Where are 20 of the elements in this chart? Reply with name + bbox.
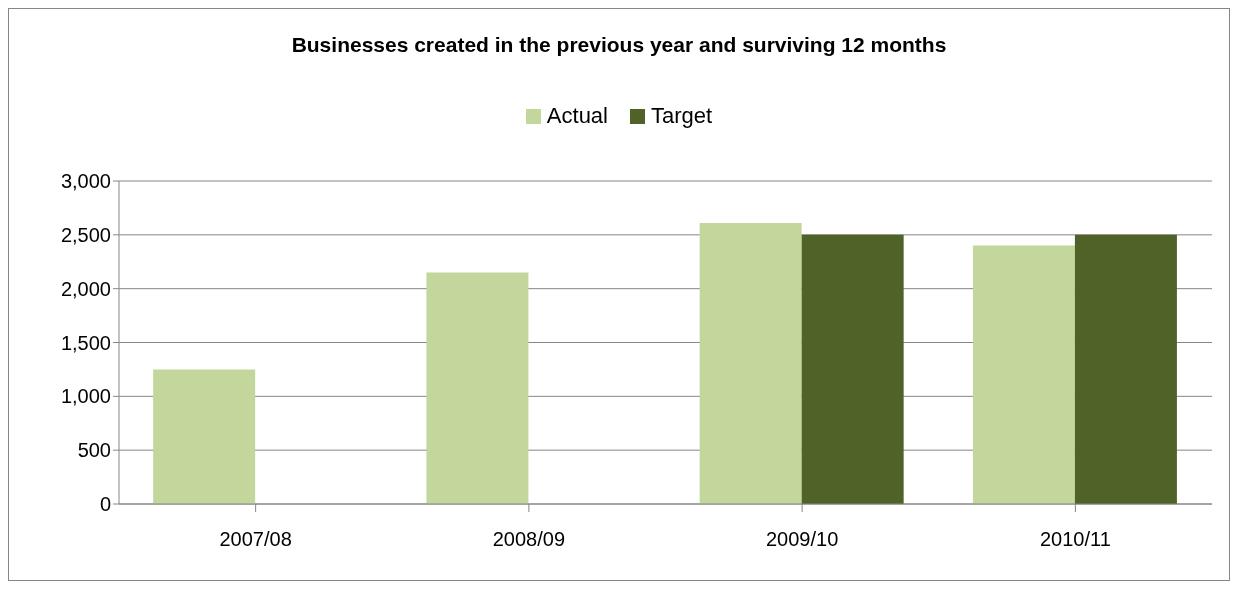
y-tick-label: 1,000 xyxy=(60,385,111,408)
legend-label: Actual xyxy=(546,103,608,129)
y-tick-label: 0 xyxy=(99,493,111,516)
bar xyxy=(426,272,529,504)
y-tick-label: 2,000 xyxy=(60,277,111,300)
x-tick-label: 2010/11 xyxy=(1039,528,1111,551)
chart-title: Businesses created in the previous year and surviving 12 months xyxy=(290,33,948,57)
y-tick-label: 3,000 xyxy=(60,170,111,193)
legend-label: Target xyxy=(651,103,713,129)
x-tick-label: 2007/08 xyxy=(219,528,292,551)
y-tick-label: 500 xyxy=(77,439,111,462)
bar xyxy=(972,245,1075,504)
x-tick-label: 2008/09 xyxy=(492,528,566,551)
y-tick-label: 2,500 xyxy=(60,223,111,246)
bar xyxy=(153,369,256,504)
bar xyxy=(699,222,802,504)
x-tick-label: 2009/10 xyxy=(765,528,839,551)
bar xyxy=(1074,234,1177,504)
y-tick-label: 1,500 xyxy=(60,331,111,354)
bar xyxy=(801,234,904,504)
